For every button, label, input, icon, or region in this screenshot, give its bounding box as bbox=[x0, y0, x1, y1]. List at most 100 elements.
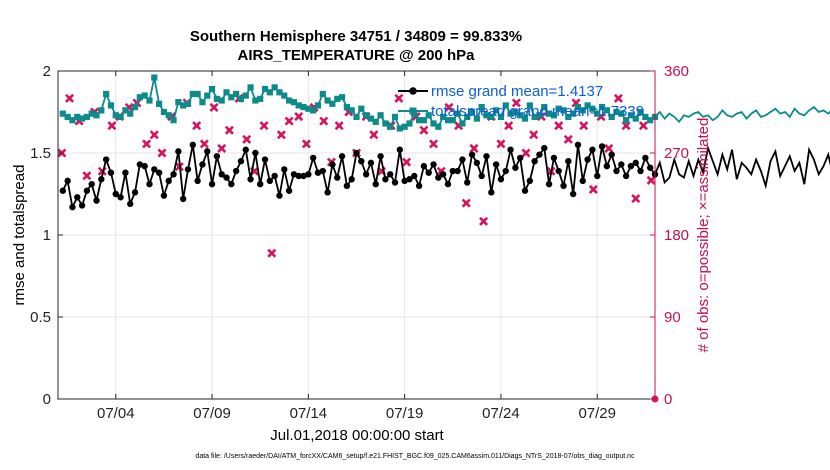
y-tick-label-left: 1.5 bbox=[30, 145, 51, 162]
series-rmse-point bbox=[362, 171, 370, 178]
series-totalspread-point bbox=[570, 110, 577, 117]
series-rmse-point bbox=[459, 156, 466, 163]
series-totalspread-point bbox=[502, 102, 509, 109]
obs-assimilated-point bbox=[209, 102, 219, 112]
obs-x-center bbox=[261, 123, 267, 128]
obs-x-center bbox=[219, 146, 224, 151]
y-tick-label-right: 270 bbox=[664, 145, 689, 162]
chart-title-line2: AIRS_TEMPERATURE @ 200 hPa bbox=[238, 47, 476, 64]
series-rmse-point bbox=[189, 141, 197, 148]
series-rmse-point bbox=[276, 192, 283, 199]
series-rmse-point bbox=[141, 162, 148, 170]
obs-x-center bbox=[523, 150, 529, 156]
obs-assimilated-point bbox=[588, 184, 598, 194]
series-rmse-point bbox=[329, 161, 336, 168]
series-rmse-point bbox=[83, 187, 91, 194]
series-totalspread-point bbox=[454, 110, 461, 117]
obs-assimilated-point bbox=[429, 139, 439, 149]
series-totalspread-point bbox=[131, 103, 139, 111]
series-totalspread-point bbox=[156, 100, 163, 107]
obs-x-center bbox=[514, 100, 519, 106]
series-totalspread-point bbox=[199, 99, 206, 106]
series-rmse-point bbox=[300, 172, 307, 180]
series-totalspread-point bbox=[319, 90, 326, 98]
series-totalspread-point bbox=[594, 110, 601, 117]
series-totalspread-point bbox=[584, 102, 591, 109]
series-rmse-point bbox=[208, 180, 216, 188]
series-totalspread-point bbox=[88, 110, 95, 117]
series-totalspread-point bbox=[637, 108, 644, 116]
series-totalspread-point bbox=[425, 112, 432, 119]
series-totalspread-point bbox=[550, 112, 557, 119]
series-rmse-point bbox=[435, 174, 442, 181]
obs-assimilated-point bbox=[267, 248, 277, 258]
legend-marker-rmse bbox=[409, 87, 417, 95]
series-rmse-point bbox=[516, 154, 524, 162]
series-rmse-point bbox=[223, 174, 230, 181]
series-rmse-point bbox=[627, 162, 635, 170]
series-rmse-point bbox=[555, 167, 562, 175]
series-rmse-point bbox=[237, 158, 245, 165]
series-totalspread-point bbox=[98, 107, 105, 114]
y-tick-label-left: 2 bbox=[43, 63, 51, 80]
data-file-footer: data file: /Users/raeder/DAI/ATM_forcXX/… bbox=[195, 453, 635, 460]
series-rmse-point bbox=[579, 177, 586, 185]
obs-x-center bbox=[623, 123, 629, 128]
series-rmse-point bbox=[305, 171, 312, 178]
series-totalspread-point bbox=[252, 97, 259, 104]
series-rmse-point bbox=[146, 180, 153, 188]
series-totalspread-point bbox=[180, 102, 187, 109]
series-totalspread-point bbox=[242, 92, 249, 99]
series-totalspread bbox=[59, 74, 830, 132]
series-rmse-point bbox=[411, 172, 418, 180]
tick-layer: 07/04 07/09 07/14 07/19 07/24 07/29 0 0.5 1 1.5 2 0… bbox=[30, 63, 689, 422]
series-totalspread-point bbox=[348, 107, 355, 114]
obs-x-center bbox=[109, 123, 115, 128]
series-rmse-point bbox=[642, 154, 649, 162]
y-tick-label-right: 90 bbox=[664, 309, 681, 326]
series-layer bbox=[57, 74, 830, 403]
obs-assimilated-point bbox=[521, 148, 531, 158]
series-rmse-point bbox=[526, 177, 534, 185]
obs-x-center bbox=[202, 141, 207, 147]
series-totalspread-point bbox=[565, 113, 572, 121]
series-rmse-point bbox=[136, 161, 144, 168]
series-totalspread-point bbox=[141, 92, 148, 99]
series-rmse-point bbox=[334, 174, 341, 181]
series-rmse-point bbox=[521, 187, 529, 194]
obs-assimilated-point bbox=[469, 143, 479, 153]
series-rmse-point bbox=[377, 153, 384, 160]
series-rmse-point bbox=[622, 172, 630, 180]
obs-assimilated-point bbox=[631, 194, 641, 204]
series-rmse-point bbox=[618, 161, 625, 168]
y-axis-label-left: rmse and totalspread bbox=[11, 165, 28, 306]
series-rmse-point bbox=[151, 166, 158, 173]
series-totalspread-point bbox=[314, 102, 322, 109]
obs-assimilated-point bbox=[157, 148, 167, 158]
series-rmse-point bbox=[290, 171, 298, 178]
series-totalspread-point bbox=[603, 107, 610, 114]
obs-x-center bbox=[371, 132, 377, 137]
series-totalspread-point bbox=[574, 103, 582, 111]
series-totalspread-point bbox=[271, 84, 278, 91]
series-rmse-point bbox=[483, 153, 490, 160]
obs-x-center bbox=[616, 96, 621, 101]
obs-assimilated-point bbox=[284, 116, 294, 126]
series-totalspread-point bbox=[59, 110, 66, 117]
obs-assimilated-point bbox=[461, 198, 471, 208]
series-rmse-point bbox=[492, 161, 500, 168]
series-totalspread-point bbox=[478, 103, 485, 111]
series-rmse-point bbox=[468, 151, 476, 158]
obs-x-center bbox=[211, 105, 217, 110]
series-rmse-point bbox=[160, 192, 168, 199]
obs-x-center bbox=[421, 128, 427, 133]
series-rmse-point bbox=[98, 176, 105, 183]
series-totalspread-point bbox=[440, 113, 447, 121]
series-rmse-point bbox=[574, 141, 582, 148]
obs-assimilated-point bbox=[504, 121, 514, 131]
series-totalspread-point bbox=[122, 107, 129, 114]
series-rmse-point bbox=[541, 144, 548, 152]
obs-x-center bbox=[481, 219, 486, 224]
legend-label-rmse: rmse grand mean=1.4137 bbox=[431, 83, 603, 100]
series-rmse bbox=[59, 141, 830, 211]
